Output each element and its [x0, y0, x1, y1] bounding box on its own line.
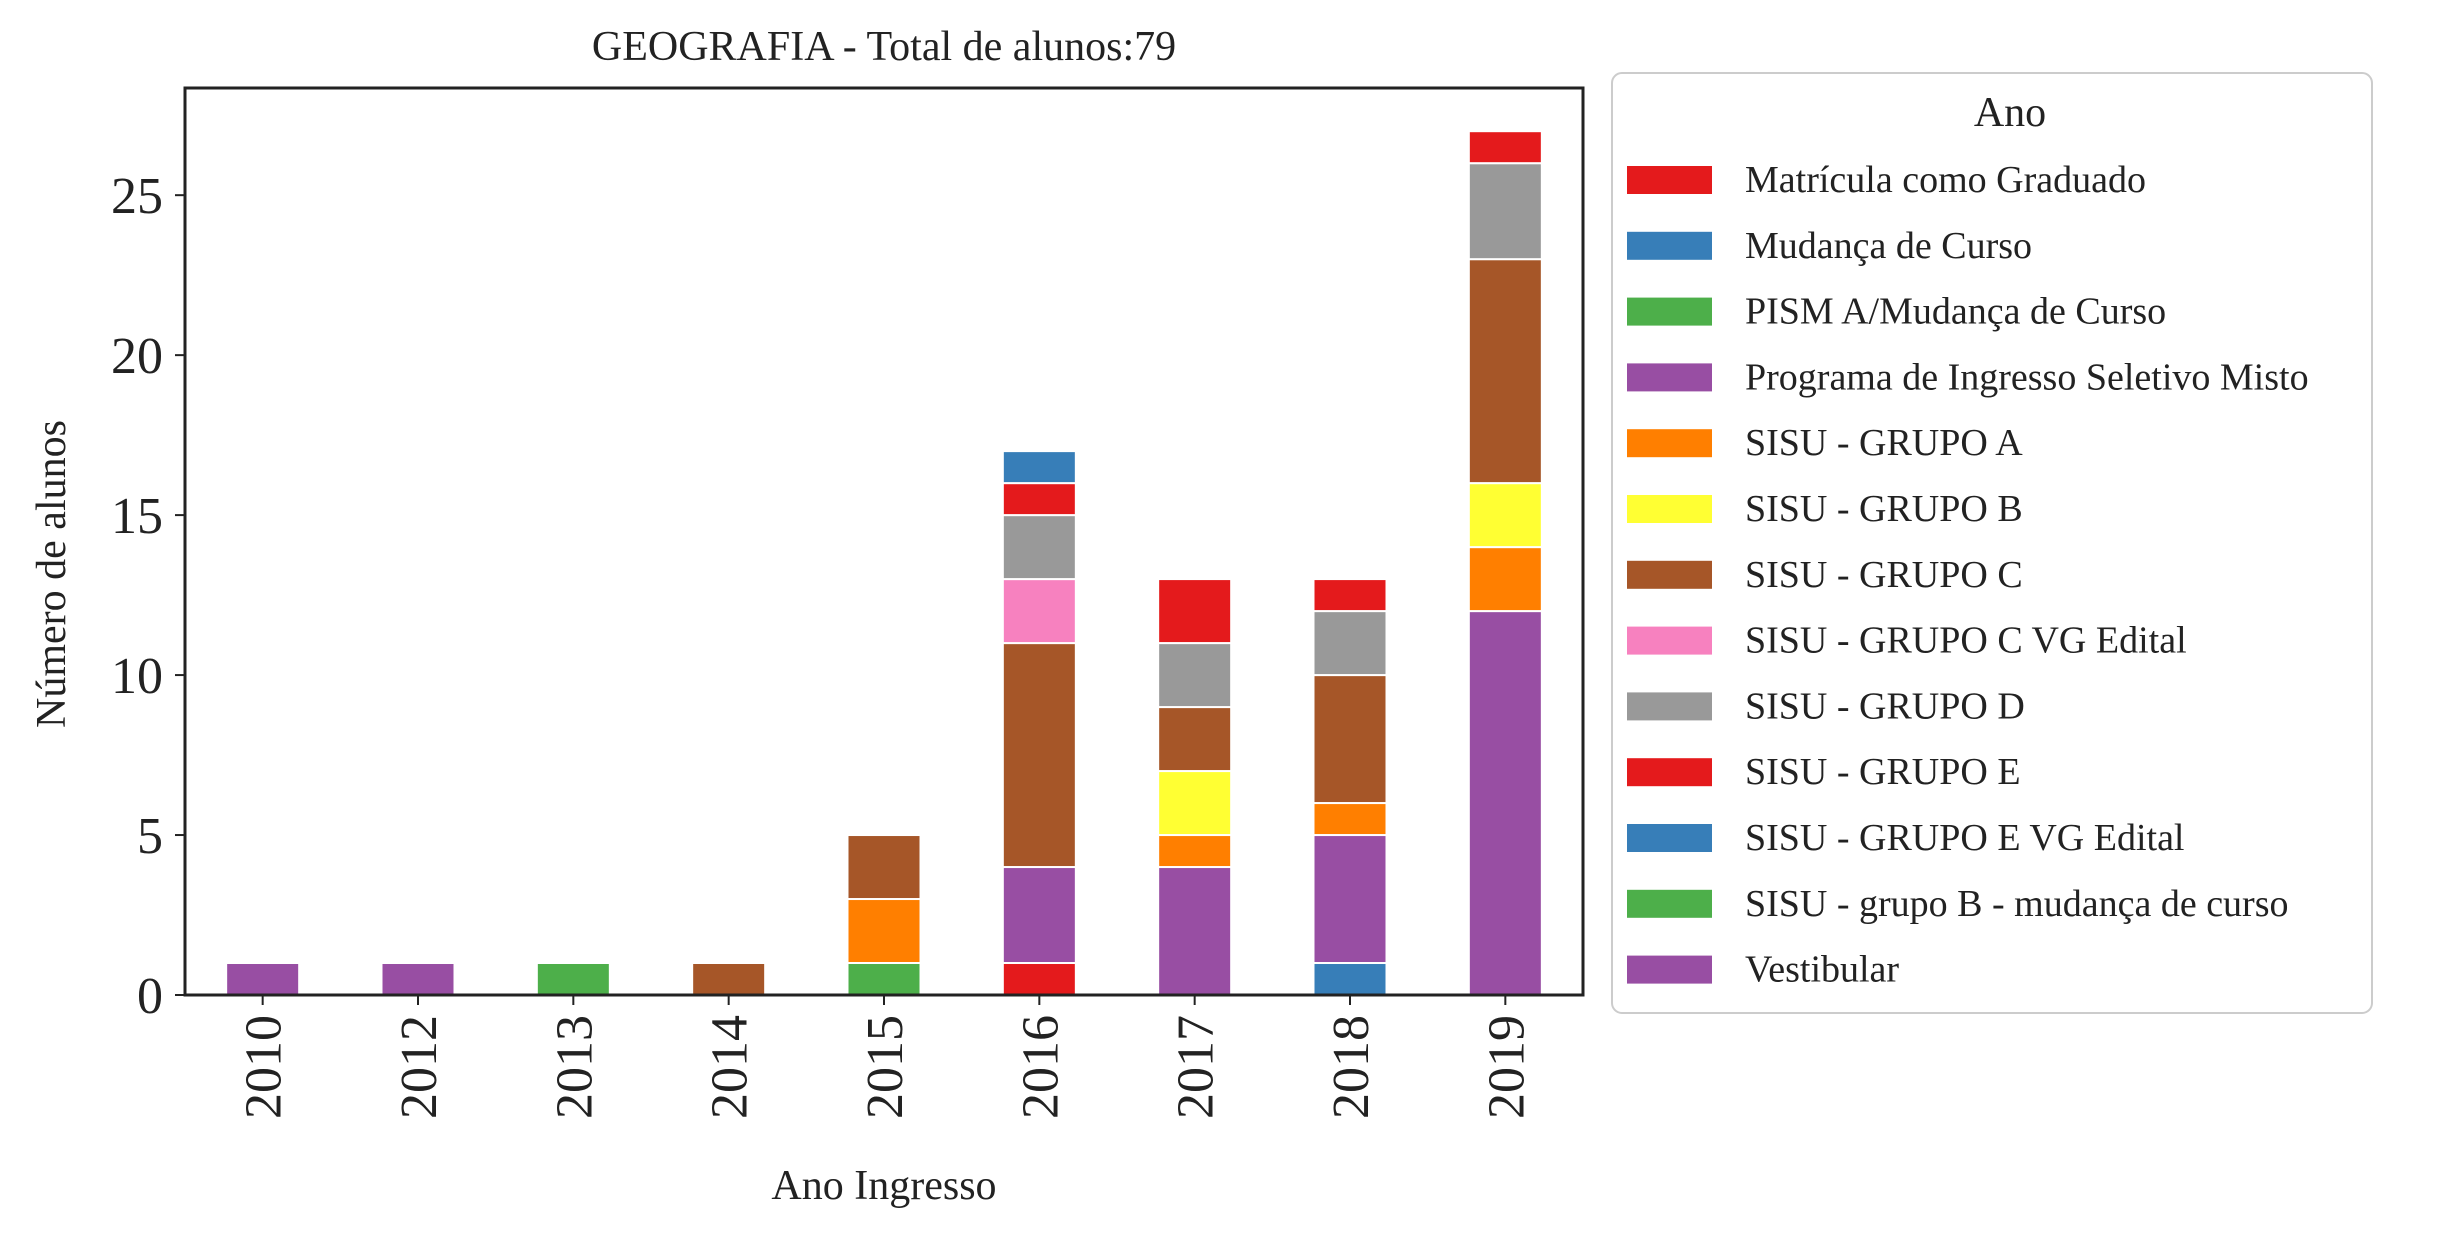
- bar-2016-sisu-grupo-d: [1001, 514, 1077, 581]
- bar-2010-vestibular: [225, 962, 301, 997]
- bars-group: [225, 130, 1543, 997]
- legend-swatch-vestibular: [1627, 955, 1712, 984]
- legend-label-pism-a-mudanca-de-curso: PISM A/Mudança de Curso: [1745, 291, 2166, 333]
- legend-label-sisu-grupo-c-vg-edital: SISU - GRUPO C VG Edital: [1745, 620, 2187, 662]
- legend-label-matricula-como-graduado: Matrícula como Graduado: [1745, 159, 2146, 201]
- legend-swatch-sisu-grupo-c-vg-edital: [1627, 626, 1712, 655]
- legend: Ano Matrícula como Graduado Mudança de Cu…: [1611, 72, 2373, 1014]
- bar-2012-vestibular: [380, 962, 456, 997]
- legend-label-vestibular: Vestibular: [1745, 949, 1899, 991]
- legend-swatch-sisu-grupo-e-vg-edital: [1627, 824, 1712, 852]
- bar-2019-sisu-grupo-d: [1467, 162, 1543, 261]
- bar-2015-sisu-grupo-c: [846, 834, 922, 901]
- legend-swatch-matricula-como-graduado: [1627, 166, 1712, 194]
- legend-label-sisu-grupo-e: SISU - GRUPO E: [1745, 751, 2021, 793]
- bar-2019-sisu-grupo-e: [1467, 130, 1543, 165]
- x-axis-label: Ano Ingresso: [771, 1163, 996, 1209]
- y-tick-label: 25: [111, 168, 163, 225]
- x-tick-label: 2017: [1168, 1015, 1225, 1119]
- bar-2018-mudanca-de-curso: [1312, 962, 1388, 997]
- legend-swatch-sisu-grupo-b: [1627, 495, 1712, 523]
- x-tick-label: 2018: [1323, 1015, 1380, 1119]
- plot-frame: [183, 86, 1585, 997]
- legend-label-programa-de-ingresso-seletivo-misto: Programa de Ingresso Seletivo Misto: [1745, 356, 2309, 398]
- bar-2019-sisu-grupo-c: [1467, 258, 1543, 485]
- bar-2018-sisu-grupo-a: [1312, 802, 1388, 837]
- x-tick-label: 2010: [236, 1015, 293, 1119]
- x-tick-label: 2016: [1012, 1015, 1069, 1119]
- y-axis-label: Número de alunos: [29, 420, 75, 728]
- legend-label-sisu-grupo-c: SISU - GRUPO C: [1745, 554, 2023, 596]
- bar-2016-matricula-como-graduado: [1001, 962, 1077, 997]
- chart-title: GEOGRAFIA - Total de alunos:79: [592, 24, 1176, 70]
- y-tick-label: 0: [137, 968, 163, 1025]
- x-axis-ticks: 2010 2012 2013 2014 2015 2016 2017 2018 2019: [236, 995, 1535, 1119]
- legend-swatch-sisu-grupo-a: [1627, 429, 1712, 458]
- bar-2018-sisu-grupo-c: [1312, 674, 1388, 805]
- x-tick-label: 2014: [702, 1015, 759, 1119]
- x-tick-label: 2019: [1478, 1015, 1535, 1119]
- bar-2018-programa-de-ingresso-seletivo-misto: [1312, 834, 1388, 965]
- bar-2017-sisu-grupo-d: [1157, 642, 1233, 709]
- bar-2014-sisu-grupo-c: [691, 962, 767, 997]
- legend-label-sisu-grupo-d: SISU - GRUPO D: [1745, 685, 2025, 727]
- bar-2016-programa-de-ingresso-seletivo-misto: [1001, 866, 1077, 965]
- bar-2017-sisu-grupo-e: [1157, 578, 1233, 645]
- x-tick-label: 2015: [857, 1015, 914, 1119]
- legend-title: Ano: [1974, 90, 2046, 136]
- legend-swatch-sisu-grupo-d: [1627, 692, 1712, 721]
- bar-2013-pism-a-mudanca-de-curso: [535, 962, 611, 997]
- y-tick-label: 5: [137, 808, 163, 865]
- legend-label-sisu-grupo-b-mudanca-de-curso: SISU - grupo B - mudança de curso: [1745, 883, 2289, 925]
- bar-2016-sisu-grupo-c: [1001, 642, 1077, 869]
- bar-2019-sisu-grupo-b: [1467, 482, 1543, 549]
- y-tick-label: 15: [111, 488, 163, 545]
- legend-swatch-sisu-grupo-e: [1627, 758, 1712, 787]
- legend-label-mudanca-de-curso: Mudança de Curso: [1745, 225, 2032, 267]
- legend-frame: [1611, 72, 2373, 1014]
- legend-swatch-programa-de-ingresso-seletivo-misto: [1627, 363, 1712, 392]
- legend-items: Matrícula como Graduado Mudança de Curso P…: [1627, 159, 2309, 991]
- bar-2016-sisu-grupo-e-vg-edital: [1001, 450, 1077, 485]
- y-tick-label: 10: [111, 648, 163, 705]
- legend-swatch-mudanca-de-curso: [1627, 231, 1712, 260]
- legend-label-sisu-grupo-e-vg-edital: SISU - GRUPO E VG Edital: [1745, 817, 2185, 859]
- legend-swatch-sisu-grupo-c: [1627, 560, 1712, 589]
- bar-2017-sisu-grupo-c: [1157, 706, 1233, 773]
- legend-label-sisu-grupo-b: SISU - GRUPO B: [1745, 488, 2023, 530]
- y-axis-ticks: 0 5 10 15 20 25: [111, 168, 185, 1025]
- bar-2017-sisu-grupo-b: [1157, 770, 1233, 837]
- y-tick-label: 20: [111, 328, 163, 385]
- legend-swatch-pism-a-mudanca-de-curso: [1627, 297, 1712, 326]
- bar-2017-sisu-grupo-a: [1157, 834, 1233, 869]
- x-tick-label: 2013: [546, 1015, 603, 1119]
- bar-2018-sisu-grupo-d: [1312, 610, 1388, 677]
- bar-2019-sisu-grupo-a: [1467, 546, 1543, 613]
- bar-2018-sisu-grupo-e: [1312, 578, 1388, 613]
- bar-2015-pism-a-mudanca-de-curso: [846, 962, 922, 997]
- legend-label-sisu-grupo-a: SISU - GRUPO A: [1745, 422, 2023, 464]
- bar-2015-sisu-grupo-a: [846, 898, 922, 965]
- bar-2016-sisu-grupo-e: [1001, 482, 1077, 517]
- bar-2017-programa-de-ingresso-seletivo-misto: [1157, 866, 1233, 996]
- bar-2019-programa-de-ingresso-seletivo-misto: [1467, 610, 1543, 996]
- bar-2016-sisu-grupo-c-vg-edital: [1001, 578, 1077, 645]
- x-tick-label: 2012: [391, 1015, 448, 1119]
- legend-swatch-sisu-grupo-b-mudanca-de-curso: [1627, 889, 1712, 918]
